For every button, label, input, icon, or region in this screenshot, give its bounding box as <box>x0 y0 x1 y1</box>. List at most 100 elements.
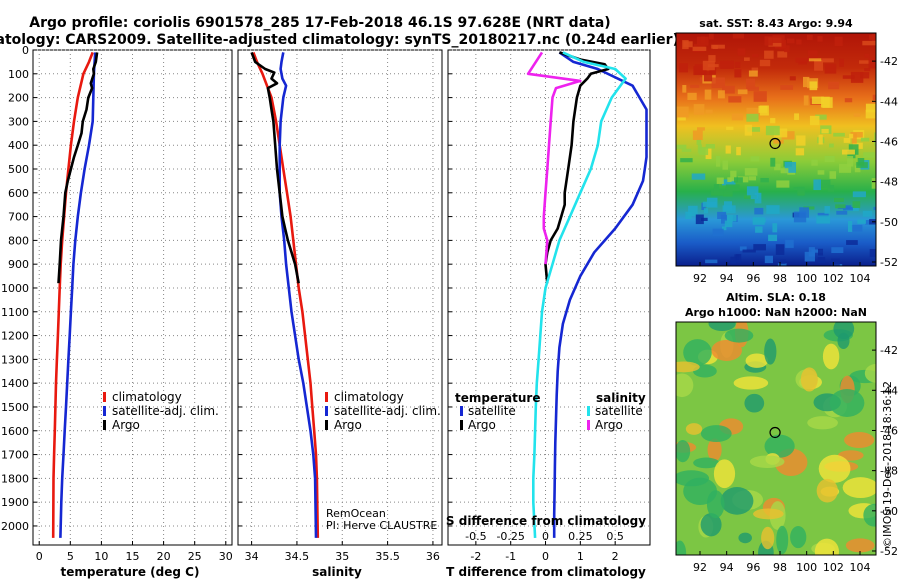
sst-texture-cell <box>872 94 876 100</box>
sla-texture-blob <box>822 343 840 370</box>
xtick-label: -2 <box>470 550 481 563</box>
depth-ytick-label: 400 <box>8 139 29 152</box>
map-xtick-label: 102 <box>823 272 844 285</box>
sst-map-frame <box>675 32 877 267</box>
xtick-label: 10 <box>94 550 108 563</box>
sst-texture-cell <box>746 186 759 197</box>
sla-texture-blob <box>733 376 769 390</box>
sst-texture-cell <box>717 90 725 99</box>
sla-texture-blob <box>845 538 875 553</box>
sst-texture-cell <box>850 71 864 83</box>
depth-ytick-label: 1600 <box>1 425 29 438</box>
sla-texture-blob <box>683 339 712 366</box>
sst-texture-cell <box>850 132 863 138</box>
sst-texture-cell <box>687 92 697 101</box>
sst-texture-cell <box>818 134 823 145</box>
sla-texture-blob <box>744 393 765 413</box>
sst-texture-cell <box>842 149 855 155</box>
legend-swatch-salinity-satellite <box>587 406 590 416</box>
sst-texture-cell <box>709 67 717 75</box>
figure-title-line-2: Climatology: CARS2009. Satellite-adjuste… <box>0 32 679 48</box>
sst-texture-cell <box>691 173 706 180</box>
sst-texture-cell <box>736 146 741 156</box>
sla-texture-blob <box>864 364 876 383</box>
sst-texture-cell <box>815 114 827 120</box>
map-ytick-label: -50 <box>880 505 898 518</box>
sst-texture-cell <box>780 168 789 174</box>
sla-texture-blob <box>761 526 775 550</box>
sst-texture-cell <box>852 191 866 198</box>
sst-texture-cell <box>811 159 818 166</box>
map-xtick-label: 92 <box>693 272 707 285</box>
xtick-label: 34.5 <box>285 550 310 563</box>
sst-texture-cell <box>811 249 823 253</box>
salinity-xlabel: salinity <box>312 565 362 579</box>
sst-texture-cell <box>818 248 824 256</box>
sla-texture-blob <box>753 508 784 520</box>
sst-texture-cell <box>807 50 818 60</box>
sla-texture-blob <box>676 361 700 373</box>
legend-label-argo: Argo <box>112 418 140 432</box>
sst-texture-cell <box>795 148 805 156</box>
sst-texture-cell <box>755 226 763 233</box>
sst-texture-cell <box>734 69 742 78</box>
sst-texture-cell <box>874 139 876 147</box>
xtick-label: 0 <box>542 550 549 563</box>
sst-texture-cell <box>720 60 734 69</box>
sst-texture-cell <box>803 76 810 88</box>
sla-map-title: Altim. SLA: 0.18 <box>726 291 826 304</box>
sst-texture-cell <box>688 205 698 217</box>
sst-texture-cell <box>699 147 709 156</box>
depth-ytick-label: 1300 <box>1 353 29 366</box>
sst-texture-cell <box>764 50 774 59</box>
sst-texture-cell <box>722 160 729 170</box>
sst-texture-cell <box>737 89 748 95</box>
depth-ytick-label: 1700 <box>1 449 29 462</box>
depth-ytick-label: 100 <box>8 68 29 81</box>
temperature-xlabel: temperature (deg C) <box>61 565 200 579</box>
legend-label-argo: Argo <box>334 418 362 432</box>
sst-texture-cell <box>843 138 851 143</box>
sla-texture-blob <box>676 540 687 555</box>
xtick-label: 5 <box>67 550 74 563</box>
xtick-label: 35 <box>335 550 349 563</box>
sst-texture-cell <box>862 210 873 217</box>
sst-texture-cell <box>793 187 799 191</box>
sst-texture-cell <box>789 76 796 81</box>
depth-ytick-label: 1000 <box>1 282 29 295</box>
sla-texture-blob <box>829 389 865 417</box>
sst-texture-cell <box>760 178 769 183</box>
sst-texture-cell <box>817 212 829 217</box>
sla-texture-blob <box>837 332 850 350</box>
map-xtick-label: 94 <box>720 272 734 285</box>
sla-texture-blob <box>800 367 818 392</box>
sst-texture-cell <box>734 177 743 183</box>
depth-ytick-label: 800 <box>8 234 29 247</box>
sst-texture-cell <box>824 63 837 74</box>
sst-texture-cell <box>803 95 809 106</box>
sla-texture-blob <box>676 373 694 398</box>
sst-texture-cell <box>852 201 861 208</box>
sst-texture-cell <box>695 214 704 225</box>
sst-texture-cell <box>692 46 707 51</box>
sst-texture-cell <box>711 44 725 49</box>
xtick-label: 30 <box>219 550 233 563</box>
sst-texture-cell <box>708 33 714 40</box>
sst-texture-cell <box>759 59 771 67</box>
sst-texture-cell <box>794 113 800 120</box>
sla-texture-blob <box>863 503 876 527</box>
legend-title-temperature: temperature <box>455 391 540 405</box>
map-xtick-label: 100 <box>796 561 817 574</box>
sst-texture-cell <box>829 143 834 148</box>
sst-texture-cell <box>730 170 737 182</box>
sst-texture-cell <box>821 128 829 134</box>
sst-texture-cell <box>748 176 757 181</box>
sst-texture-cell <box>712 228 724 236</box>
series-line-climatology <box>252 51 320 538</box>
sst-texture-cell <box>785 239 794 248</box>
sst-texture-cell <box>696 36 709 46</box>
legend-swatch-argo <box>325 420 328 430</box>
sst-texture-cell <box>865 103 876 113</box>
sst-texture-cell <box>751 67 759 73</box>
sst-texture-cell <box>692 130 703 141</box>
